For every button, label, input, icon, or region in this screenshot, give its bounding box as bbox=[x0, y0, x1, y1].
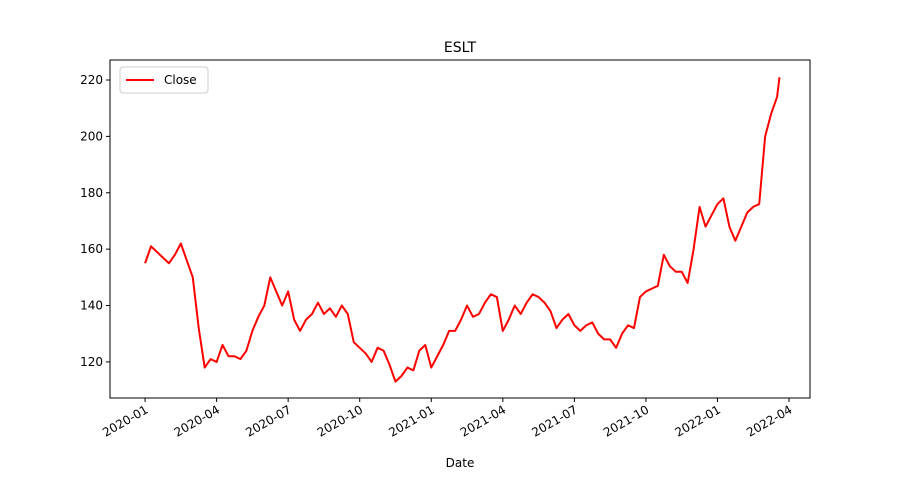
x-axis-label: Date bbox=[446, 456, 475, 470]
x-tick-label: 2020-01 bbox=[100, 402, 150, 439]
y-tick-label: 120 bbox=[80, 355, 103, 369]
legend-label: Close bbox=[164, 73, 197, 87]
x-tick-label: 2021-10 bbox=[601, 402, 651, 439]
x-tick-label: 2021-04 bbox=[458, 402, 508, 439]
x-tick-label: 2020-04 bbox=[172, 402, 222, 439]
y-tick-label: 160 bbox=[80, 242, 103, 256]
x-tick-label: 2022-01 bbox=[673, 402, 723, 439]
plot-frame bbox=[109, 59, 811, 399]
y-tick-label: 200 bbox=[80, 129, 103, 143]
chart-title: ESLT bbox=[444, 40, 477, 56]
y-tick-label: 220 bbox=[80, 73, 103, 87]
x-tick-label: 2020-07 bbox=[243, 402, 293, 439]
x-tick-label: 2020-10 bbox=[315, 402, 365, 439]
y-tick-label: 180 bbox=[80, 186, 103, 200]
x-tick-label: 2021-01 bbox=[386, 402, 436, 439]
x-tick-label: 2022-04 bbox=[744, 402, 794, 439]
line bbox=[144, 77, 781, 383]
y-tick-label: 140 bbox=[80, 299, 103, 313]
x-tick-label: 2021-07 bbox=[529, 402, 579, 439]
legend-box bbox=[119, 66, 209, 94]
